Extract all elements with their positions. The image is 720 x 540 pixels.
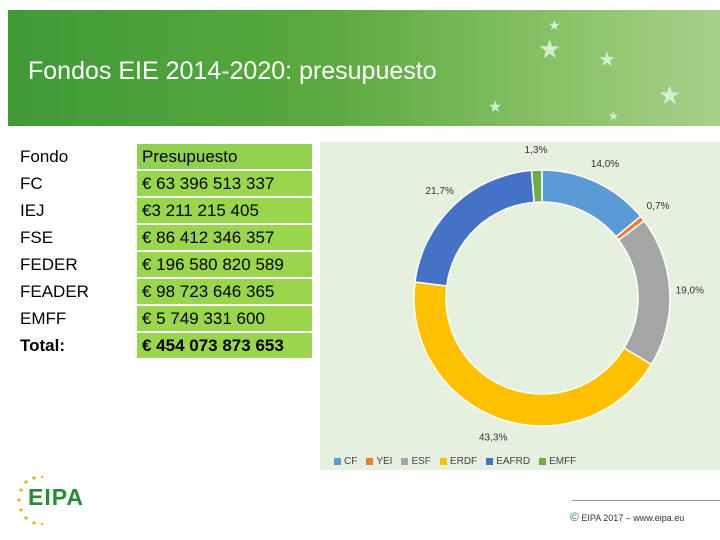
legend-item-eafrd: EAFRD [486, 456, 530, 467]
cell-presupuesto: € 86 412 346 357 [134, 225, 312, 250]
data-label-esf: 19,0% [676, 286, 704, 297]
cell-fondo: FSE [20, 227, 54, 247]
cell-presupuesto: €3 211 215 405 [134, 198, 312, 223]
title-banner: ★ ★ ★ ★ ★ ★ Fondos EIE 2014-2020: presup… [8, 10, 720, 126]
cell-fondo: FEDER [20, 254, 78, 274]
cell-fondo: EMFF [20, 308, 67, 328]
star-icon: ★ [488, 99, 503, 116]
cell-fondo: FC [20, 173, 43, 193]
slide-title: Fondos EIE 2014-2020: presupuesto [28, 57, 437, 85]
data-label-erdf: 43,3% [479, 433, 507, 444]
cell-presupuesto: € 5 749 331 600 [134, 306, 312, 331]
star-icon: ★ [548, 17, 561, 33]
legend-item-erdf: ERDF [439, 455, 478, 467]
legend-label: EMFF [549, 455, 577, 467]
table-row: FEADER € 98 723 646 365 [18, 279, 312, 304]
footer-text: EIPA 2017 – www.eipa.eu [581, 513, 685, 523]
data-label-cf: 14,0% [591, 159, 619, 170]
logo-text: EIPA [28, 484, 84, 510]
table-row: FC € 63 396 513 337 [18, 171, 312, 196]
eu-stars-icon [17, 475, 44, 526]
legend-swatch [486, 457, 494, 465]
star-icon: ★ [538, 34, 562, 64]
legend-label: CF [344, 455, 358, 467]
legend-item-cf: CF [334, 456, 357, 467]
header-fondo: Fondo [20, 146, 69, 166]
legend-swatch [401, 457, 409, 465]
legend-label: ESF [411, 455, 431, 467]
legend-swatch [334, 457, 341, 465]
star-icon: ★ [608, 109, 619, 123]
donut-slice-emff [530, 169, 543, 204]
table-header-row: Fondo Presupuesto [18, 144, 312, 169]
star-icon: ★ [598, 49, 616, 71]
cell-presupuesto: € 98 723 646 365 [134, 279, 312, 304]
total-value: € 454 073 873 653 [134, 333, 312, 358]
legend-label: YEI [376, 455, 393, 467]
cell-fondo: FEADER [20, 281, 89, 301]
table-row: FEDER € 196 580 820 589 [18, 252, 312, 277]
table-row: EMFF € 5 749 331 600 [18, 306, 312, 331]
legend-swatch [539, 457, 547, 465]
footer-divider [572, 500, 720, 501]
copyright-icon: © [570, 510, 579, 524]
budget-table: Fondo Presupuesto FC € 63 396 513 337 IE… [18, 142, 312, 360]
legend-label: EAFRD [496, 455, 531, 467]
table-total-row: Total: € 454 073 873 653 [18, 333, 312, 358]
table-row: IEJ €3 211 215 405 [18, 198, 312, 223]
cell-fondo: IEJ [20, 200, 45, 220]
donut-slice-cf [541, 169, 642, 238]
table-row: FSE € 86 412 346 357 [18, 225, 312, 250]
total-label: Total: [20, 335, 66, 355]
data-label-emff: 1,3% [525, 145, 548, 156]
cell-presupuesto: € 63 396 513 337 [134, 171, 312, 196]
eipa-logo [14, 472, 84, 532]
donut-slice-esf [617, 219, 671, 366]
legend-item-emff: EMFF [539, 456, 576, 467]
star-icon: ★ [658, 80, 682, 110]
data-label-eafrd: 21,7% [425, 186, 453, 197]
legend-item-esf: ESF [401, 455, 431, 467]
chart-legend: CF YEI ESF ERDF EAFRD EMFF [334, 452, 576, 470]
legend-label: ERDF [449, 455, 478, 467]
legend-item-yei: YEI [366, 456, 392, 467]
donut-chart-panel: 14,0% 0,7% 19,0% 43,3% 21,7% 1,3% [320, 142, 720, 470]
cell-presupuesto: € 196 580 820 589 [134, 252, 312, 277]
legend-swatch [366, 457, 374, 465]
legend-swatch [439, 457, 447, 465]
donut-chart: 14,0% 0,7% 19,0% 43,3% 21,7% 1,3% [413, 145, 704, 444]
header-presupuesto: Presupuesto [134, 144, 312, 169]
donut-slice-erdf [413, 281, 653, 427]
data-label-yei: 0,7% [647, 201, 670, 212]
footer: © EIPA 2017 – www.eipa.eu [570, 510, 684, 524]
